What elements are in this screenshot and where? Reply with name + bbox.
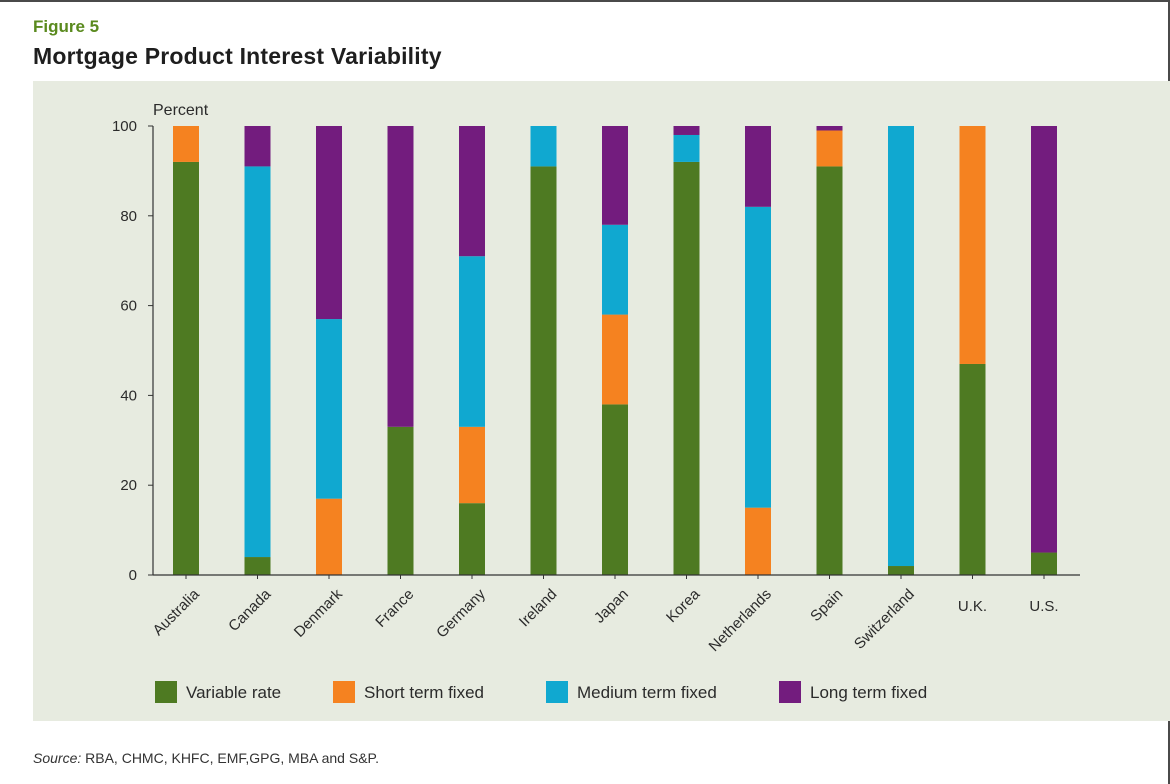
source-prefix: Source: (33, 750, 82, 766)
x-tick-label: Canada (225, 585, 275, 635)
frame-top-border (0, 0, 1170, 2)
y-tick-label: 100 (112, 118, 137, 135)
bar-france-long-term-fixed (387, 126, 414, 427)
x-tick-label: France (372, 586, 417, 631)
legend-swatch (333, 681, 355, 703)
y-tick-label: 60 (120, 298, 137, 315)
bar-canada-variable-rate (244, 557, 271, 575)
bar-korea-medium-term-fixed (673, 134, 700, 162)
bar-japan-short-term-fixed (602, 314, 628, 405)
bar-uk-variable-rate (959, 363, 986, 575)
x-tick-label: Netherlands (706, 586, 775, 655)
x-tick-label: Japan (591, 586, 632, 627)
legend-swatch (155, 681, 177, 703)
legend: Variable rate Short term fixed Medium term… (155, 681, 927, 703)
legend-swatch (779, 681, 801, 703)
bars-group (173, 126, 1057, 576)
bar-germany-short-term-fixed (459, 426, 485, 504)
bar-us-long-term-fixed (1031, 126, 1057, 553)
y-tick-label: 80 (120, 208, 137, 225)
y-axis-label: Percent (153, 102, 209, 119)
bar-germany-long-term-fixed (459, 126, 485, 257)
bar-australia-short-term-fixed (173, 126, 199, 162)
y-tick-label: 40 (120, 387, 137, 404)
legend-label: Long term fixed (810, 683, 927, 702)
chart-title: Mortgage Product Interest Variability (33, 43, 442, 69)
x-tick-label: Spain (807, 586, 846, 625)
legend-label: Variable rate (186, 683, 281, 702)
x-tick-label: Switzerland (851, 586, 918, 653)
legend-label: Medium term fixed (577, 683, 717, 702)
x-tick-label: U.K. (958, 598, 987, 615)
legend-label: Short term fixed (364, 683, 484, 702)
x-tick-label: Germany (433, 585, 489, 641)
bar-denmark-long-term-fixed (316, 126, 342, 320)
x-tick-label: Korea (663, 585, 704, 626)
figure-label: Figure 5 (33, 17, 100, 36)
source-note: Source: RBA, CHMC, KHFC, EMF,GPG, MBA an… (33, 750, 379, 766)
y-axis: 0 20 40 60 80 100 (112, 118, 154, 584)
x-tick-label: Denmark (291, 585, 346, 640)
bar-ireland-variable-rate (530, 166, 557, 575)
bar-ireland-medium-term-fixed (530, 126, 557, 167)
bar-switzerland-variable-rate (888, 566, 914, 575)
bar-germany-variable-rate (459, 503, 485, 575)
source-text: RBA, CHMC, KHFC, EMF,GPG, MBA and S&P. (81, 750, 379, 766)
bar-japan-medium-term-fixed (602, 224, 628, 315)
legend-swatch (546, 681, 568, 703)
bar-australia-variable-rate (173, 161, 199, 576)
bar-denmark-short-term-fixed (316, 498, 342, 575)
bar-denmark-medium-term-fixed (316, 319, 342, 499)
x-tick-label: Ireland (516, 586, 560, 630)
x-tick-label: Australia (150, 585, 204, 639)
bar-korea-long-term-fixed (673, 126, 700, 135)
x-tick-label: U.S. (1029, 598, 1058, 615)
bar-netherlands-short-term-fixed (745, 507, 771, 575)
bar-france-variable-rate (387, 426, 414, 575)
bar-spain-variable-rate (816, 166, 843, 575)
y-tick-label: 20 (120, 477, 137, 494)
bar-netherlands-medium-term-fixed (745, 206, 771, 508)
bar-uk-short-term-fixed (959, 126, 986, 364)
bar-japan-long-term-fixed (602, 126, 628, 225)
bar-korea-variable-rate (673, 161, 700, 576)
bar-switzerland-medium-term-fixed (888, 126, 914, 567)
bar-canada-medium-term-fixed (244, 166, 271, 558)
bar-spain-long-term-fixed (816, 126, 843, 131)
bar-germany-medium-term-fixed (459, 256, 485, 427)
x-axis: Australia Canada Denmark France Germany Irela… (150, 574, 1080, 655)
bar-spain-short-term-fixed (816, 130, 843, 167)
bar-netherlands-long-term-fixed (745, 126, 771, 207)
bar-us-variable-rate (1031, 552, 1057, 575)
bar-japan-variable-rate (602, 404, 628, 575)
y-tick-label: 0 (129, 567, 137, 584)
bar-canada-long-term-fixed (244, 126, 271, 167)
